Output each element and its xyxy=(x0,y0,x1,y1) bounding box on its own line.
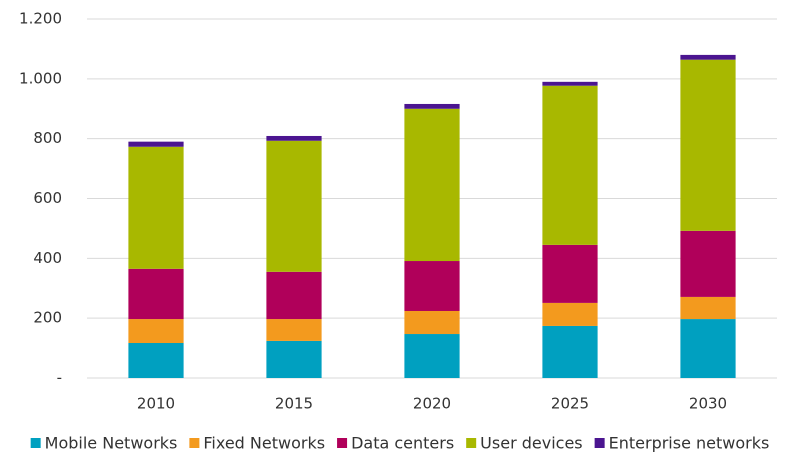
x-tick-label: 2025 xyxy=(551,395,589,413)
y-tick-label: 200 xyxy=(33,309,62,327)
bar-segment xyxy=(542,302,598,326)
x-tick-label: 2010 xyxy=(137,395,175,413)
bar-segment xyxy=(542,244,598,303)
bar-segment xyxy=(128,146,184,269)
y-tick-label: 1.000 xyxy=(19,69,62,87)
bar-segment xyxy=(680,319,736,378)
legend-label: User devices xyxy=(480,434,582,453)
bar-segment xyxy=(128,342,184,378)
bar-segment xyxy=(128,141,184,147)
bar-segment xyxy=(404,334,460,378)
bar-segment xyxy=(542,325,598,378)
legend-label: Mobile Networks xyxy=(45,434,178,453)
bar-segment xyxy=(266,140,322,272)
legend-swatch xyxy=(189,438,200,448)
legend-swatch xyxy=(337,438,348,448)
bar-segment xyxy=(680,296,736,320)
legend-label: Enterprise networks xyxy=(609,434,770,453)
legend-swatch xyxy=(594,438,605,448)
bar-segment xyxy=(404,310,460,335)
bar-segment xyxy=(128,268,184,320)
legend-label: Fixed Networks xyxy=(203,434,325,453)
bar-segment xyxy=(404,261,460,311)
y-tick-label: 400 xyxy=(33,249,62,267)
y-tick-label: 1.200 xyxy=(19,10,62,28)
bar-segment xyxy=(266,340,322,378)
bar-segment xyxy=(680,54,736,60)
x-tick-label: 2020 xyxy=(413,395,451,413)
bar-segment xyxy=(542,81,598,86)
bar-segment xyxy=(266,319,322,341)
legend-label: Data centers xyxy=(351,434,454,453)
y-tick-label: 800 xyxy=(33,129,62,147)
bar-segment xyxy=(266,271,322,320)
y-tick-label: 600 xyxy=(33,189,62,207)
y-tick-label: - xyxy=(57,369,62,387)
bar-segment xyxy=(680,59,736,231)
legend-swatch xyxy=(30,438,41,448)
bar-segment xyxy=(404,108,460,262)
legend-swatch xyxy=(466,438,477,448)
bar-segment xyxy=(266,135,322,141)
bar-segment xyxy=(542,85,598,245)
bar-segment xyxy=(680,230,736,297)
bar-segment xyxy=(404,103,460,109)
x-tick-label: 2015 xyxy=(275,395,313,413)
x-tick-label: 2030 xyxy=(689,395,727,413)
bar-segment xyxy=(128,319,184,343)
